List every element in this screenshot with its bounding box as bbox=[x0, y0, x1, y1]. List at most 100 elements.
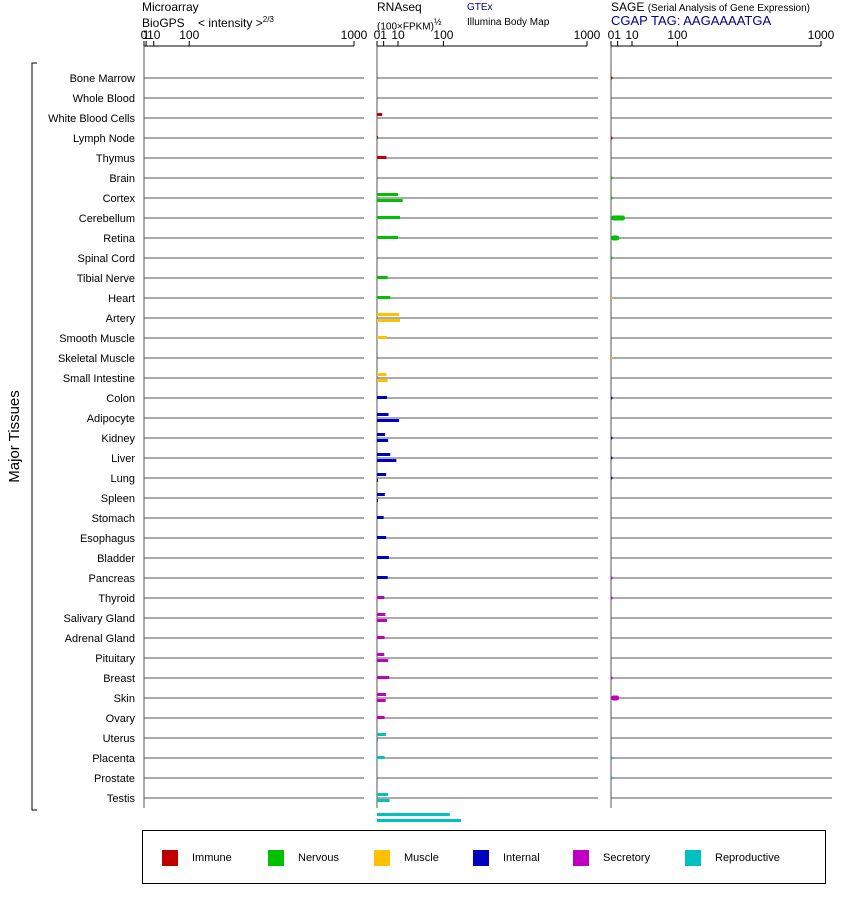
tissue-label: Brain bbox=[109, 173, 135, 185]
sage-bar bbox=[611, 396, 613, 400]
sage-bar bbox=[611, 576, 613, 580]
gtex-bar bbox=[377, 113, 383, 116]
ibm-bar bbox=[377, 739, 378, 742]
gtex-bar bbox=[377, 493, 385, 496]
tissue-label: Bladder bbox=[97, 553, 135, 565]
gtex-bar bbox=[377, 813, 450, 816]
fpkm-label: (100×FPKM) bbox=[377, 21, 434, 33]
tissue-label: Kidney bbox=[101, 433, 135, 445]
microarray-tick-label: 10 bbox=[147, 28, 161, 42]
ibm-bar bbox=[377, 156, 387, 159]
legend-item-internal: Internal bbox=[473, 850, 540, 866]
ibm-bar bbox=[377, 716, 385, 719]
ibm-bar bbox=[377, 136, 378, 139]
ibm-bar bbox=[377, 296, 391, 299]
biogps-label: BioGPS bbox=[142, 16, 185, 30]
tissue-label: Adrenal Gland bbox=[65, 633, 135, 645]
tissue-label: Testis bbox=[107, 793, 136, 805]
ibm-bar bbox=[377, 396, 388, 399]
sage-bar bbox=[611, 356, 613, 360]
ibm-bar bbox=[377, 439, 389, 442]
sage-tick-label: 1 bbox=[614, 28, 621, 42]
y-axis-label: Major Tissues bbox=[6, 390, 23, 483]
legend-label-muscle: Muscle bbox=[404, 852, 439, 864]
sage-bar bbox=[611, 695, 620, 701]
gtex-bar bbox=[377, 453, 391, 456]
ibm-bar bbox=[377, 499, 378, 502]
gtex-bar bbox=[377, 193, 398, 196]
legend-swatch-nervous bbox=[268, 850, 284, 866]
tissue-label: Thyroid bbox=[98, 593, 135, 605]
tissue-label: Spinal Cord bbox=[78, 253, 135, 265]
gtex-bar bbox=[377, 653, 385, 656]
ibm-bar bbox=[377, 516, 384, 519]
ibm-bar bbox=[377, 819, 461, 822]
microarray-tick-label: 1 bbox=[143, 28, 150, 42]
tissue-label: Heart bbox=[108, 293, 135, 305]
tissue-label: Ovary bbox=[106, 713, 136, 725]
legend-item-nervous: Nervous bbox=[268, 850, 339, 866]
sage-bar bbox=[611, 756, 613, 760]
gtex-bar bbox=[377, 373, 387, 376]
legend-label-internal: Internal bbox=[503, 852, 540, 864]
sage-bar bbox=[611, 296, 613, 300]
sage-label: SAGE bbox=[611, 0, 645, 14]
ibm-bar bbox=[377, 236, 398, 239]
ibm-bar bbox=[377, 676, 390, 679]
tissue-label: Cortex bbox=[103, 193, 136, 205]
legend-item-secretory: Secretory bbox=[573, 850, 650, 866]
tissue-label: Breast bbox=[103, 673, 135, 685]
illumina-label: Illumina Body Map bbox=[467, 17, 550, 28]
ibm-bar bbox=[377, 459, 397, 462]
tissue-label: Esophagus bbox=[80, 533, 136, 545]
tissue-label: Pituitary bbox=[95, 653, 135, 665]
microarray-tick-label: 0 bbox=[141, 28, 148, 42]
fpkm-exponent: ½ bbox=[433, 17, 442, 27]
legend-swatch-muscle bbox=[374, 850, 390, 866]
gtex-bar bbox=[377, 693, 387, 696]
sage-title: SAGE (Serial Analysis of Gene Expression… bbox=[611, 0, 810, 15]
sage-bar bbox=[611, 176, 613, 180]
ibm-bar bbox=[377, 536, 387, 539]
legend-swatch-internal bbox=[473, 850, 489, 866]
sage-tick-label: 0 bbox=[608, 28, 615, 42]
ibm-bar bbox=[377, 276, 388, 279]
sage-bar bbox=[611, 136, 613, 140]
rnaseq-title: RNAseq bbox=[377, 0, 422, 14]
sage-bar bbox=[611, 476, 613, 480]
sage-bar bbox=[611, 215, 626, 221]
intensity-label: < intensity > bbox=[198, 16, 263, 30]
ibm-bar bbox=[377, 379, 388, 382]
ibm-bar bbox=[377, 216, 401, 219]
gtex-bar bbox=[377, 473, 387, 476]
sage-tick-label: 100 bbox=[667, 28, 687, 42]
tissue-label: Salivary Gland bbox=[63, 613, 135, 625]
tissue-label: Uterus bbox=[103, 733, 136, 745]
ibm-bar bbox=[377, 319, 401, 322]
tissue-label: Colon bbox=[106, 393, 135, 405]
tissue-label: Skeletal Muscle bbox=[58, 353, 135, 365]
legend: Immune Nervous Muscle Internal Secretory… bbox=[142, 830, 826, 884]
rnaseq-tick-label: 1000 bbox=[574, 28, 601, 42]
tissue-label: Stomach bbox=[92, 513, 135, 525]
ibm-bar bbox=[377, 699, 386, 702]
tissue-label: Skin bbox=[114, 693, 135, 705]
legend-label-reproductive: Reproductive bbox=[715, 852, 780, 864]
sage-tick-label: 1000 bbox=[808, 28, 835, 42]
gtex-bar bbox=[377, 793, 389, 796]
ibm-bar bbox=[377, 799, 390, 802]
rnaseq-tick-label: 1 bbox=[380, 28, 387, 42]
ibm-bar bbox=[377, 659, 389, 662]
tissue-label: Bone Marrow bbox=[70, 73, 135, 85]
gtex-bar bbox=[377, 413, 389, 416]
sage-bar bbox=[611, 596, 613, 600]
ibm-bar bbox=[377, 199, 403, 202]
legend-label-secretory: Secretory bbox=[603, 852, 651, 864]
sage-tick-label: 10 bbox=[625, 28, 639, 42]
legend-item-muscle: Muscle bbox=[374, 850, 439, 866]
sage-bar bbox=[611, 76, 613, 80]
rnaseq-tick-label: 10 bbox=[391, 28, 405, 42]
tissue-label: Small Intestine bbox=[63, 373, 135, 385]
sage-subtitle: (Serial Analysis of Gene Expression) bbox=[647, 3, 810, 14]
sage-bar bbox=[611, 196, 613, 200]
